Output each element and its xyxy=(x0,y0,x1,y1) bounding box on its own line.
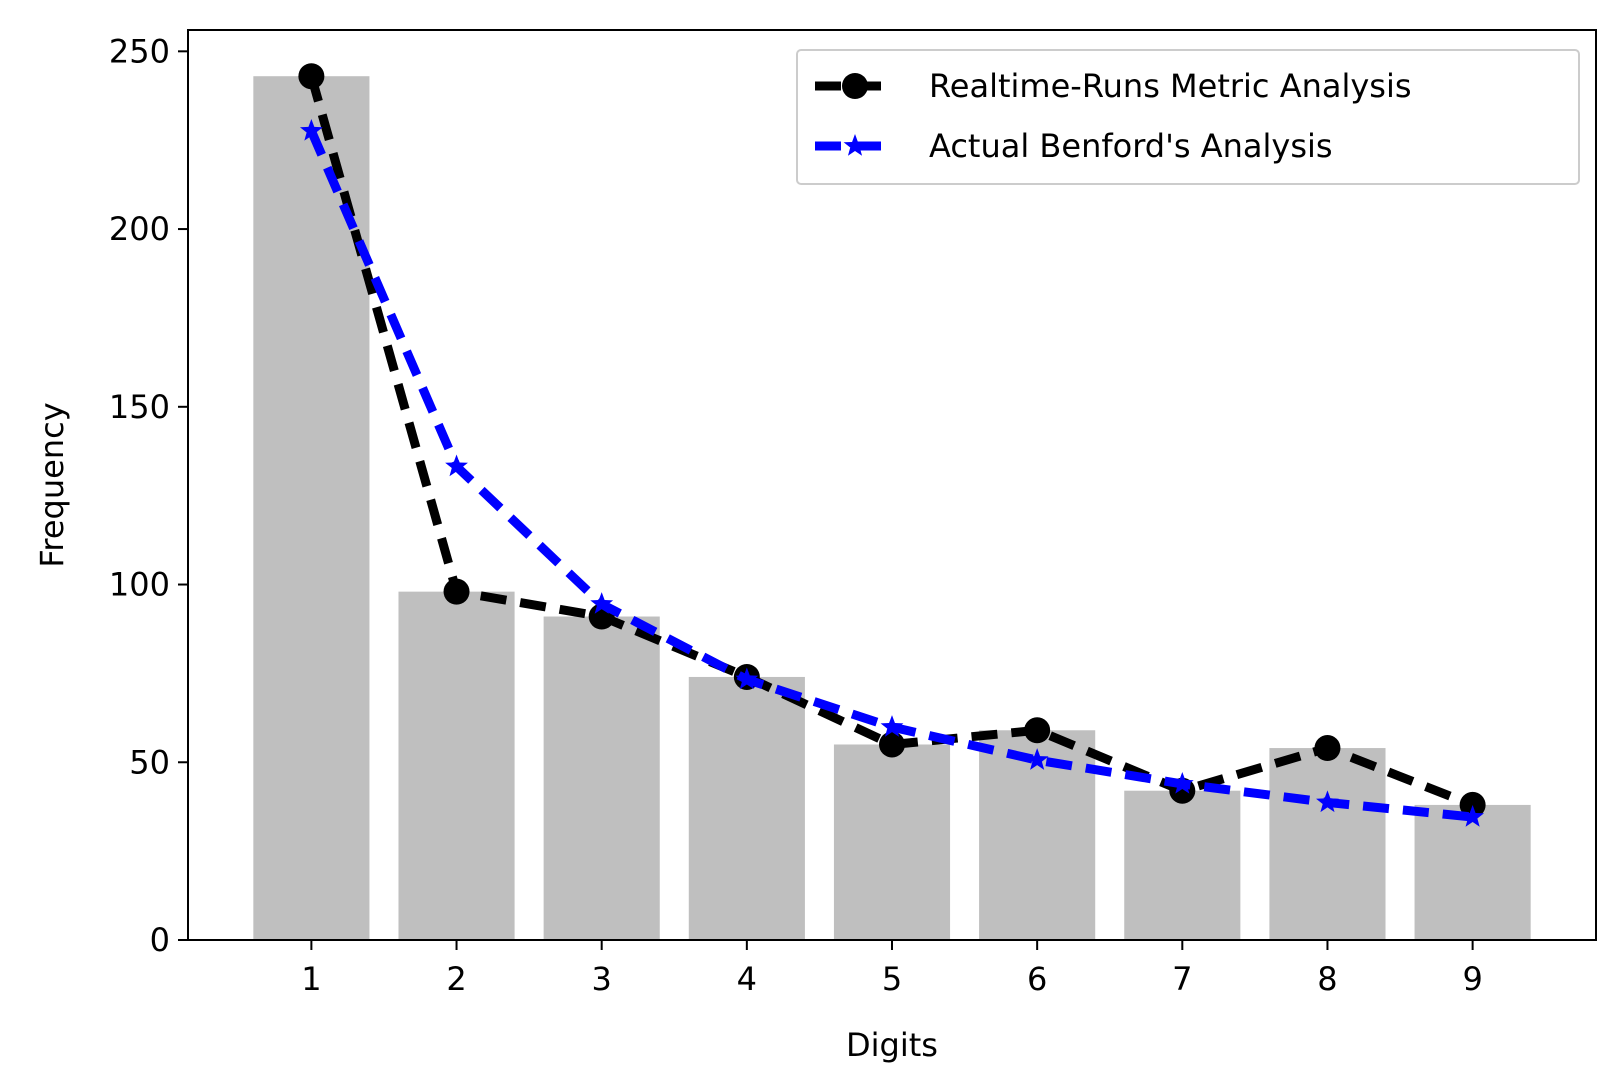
series-2-point-3 xyxy=(590,592,614,614)
x-tick-label: 2 xyxy=(446,960,466,998)
series-2-point-7 xyxy=(1170,771,1194,794)
y-tick-label: 0 xyxy=(150,921,170,959)
legend-swatch-marker xyxy=(843,134,867,156)
y-tick-label: 100 xyxy=(109,566,170,604)
series-1 xyxy=(298,63,1486,818)
series-2-point-9 xyxy=(1461,805,1485,827)
y-axis: 0 50 100 150 200 250 xyxy=(109,32,188,959)
series-2-point-4 xyxy=(735,667,759,690)
series-1-point-9 xyxy=(1459,791,1486,818)
x-tick-label: 9 xyxy=(1462,960,1482,998)
y-axis-title: Frequency xyxy=(33,402,71,567)
series-1-point-1 xyxy=(298,63,325,90)
y-tick-label: 200 xyxy=(109,210,170,248)
series-1-point-2 xyxy=(443,578,470,605)
series-2-point-5 xyxy=(880,715,904,737)
series-2-point-8 xyxy=(1316,790,1339,813)
bar-4 xyxy=(688,676,805,940)
legend-label: Realtime-Runs Metric Analysis xyxy=(929,67,1412,105)
legend-swatch-marker xyxy=(842,73,868,99)
legend-box xyxy=(796,49,1580,185)
x-tick-label: 7 xyxy=(1172,960,1192,998)
x-tick-label: 1 xyxy=(301,960,321,998)
lines-layer xyxy=(298,63,1486,827)
legend: Realtime-Runs Metric Analysis Actual Benf… xyxy=(796,49,1580,185)
series-2-point-6 xyxy=(1025,748,1049,770)
x-tick-label: 8 xyxy=(1317,960,1337,998)
series-1-point-5 xyxy=(879,731,905,758)
bar-9 xyxy=(1414,804,1531,940)
series-1-point-8 xyxy=(1314,735,1341,762)
y-tick-label: 150 xyxy=(109,388,170,426)
legend-items: Realtime-Runs Metric Analysis Actual Benf… xyxy=(815,67,1412,165)
x-axis-title: Digits xyxy=(846,1026,938,1064)
series-2-point-2 xyxy=(445,454,468,477)
bar-2 xyxy=(398,591,515,940)
bar-6 xyxy=(979,730,1096,940)
x-axis: 1 2 3 4 5 6 7 8 9 xyxy=(301,940,1483,998)
bar-5 xyxy=(833,744,951,940)
series-2 xyxy=(299,118,1485,827)
series-2-point-1 xyxy=(299,118,323,141)
y-tick-label: 50 xyxy=(129,743,170,781)
x-tick-label: 3 xyxy=(592,960,612,998)
bar-7 xyxy=(1124,790,1241,940)
x-tick-label: 4 xyxy=(737,960,757,998)
series-1-point-6 xyxy=(1024,717,1051,744)
legend-item-2: Actual Benford's Analysis xyxy=(815,127,1333,165)
legend-item-1: Realtime-Runs Metric Analysis xyxy=(815,67,1412,105)
legend-label: Actual Benford's Analysis xyxy=(929,127,1333,165)
bar-8 xyxy=(1269,748,1386,940)
bar-3 xyxy=(543,616,660,940)
x-tick-label: 5 xyxy=(882,960,902,998)
y-tick-label: 250 xyxy=(109,32,170,70)
x-tick-label: 6 xyxy=(1027,960,1047,998)
